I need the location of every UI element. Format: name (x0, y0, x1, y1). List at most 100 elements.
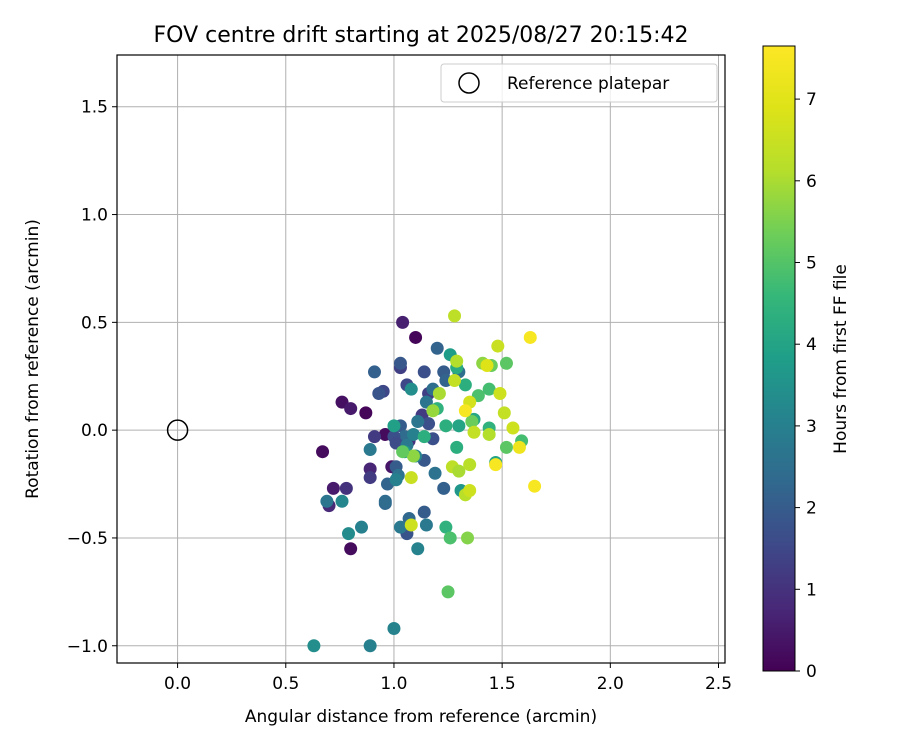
data-point (523, 330, 537, 344)
data-point (422, 417, 436, 431)
colorbar-tick-label: 2 (806, 499, 817, 519)
legend-label-reference: Reference platepar (507, 74, 669, 94)
colorbar-ticks: 0 1 2 3 4 5 6 7 (795, 90, 817, 682)
data-point (393, 356, 407, 370)
data-point (458, 404, 472, 418)
x-tick-label: 2.5 (705, 674, 732, 694)
data-point (443, 531, 457, 545)
data-point (467, 425, 481, 439)
data-point (387, 622, 401, 636)
data-point (448, 309, 462, 323)
data-point (437, 481, 451, 495)
data-point (432, 386, 446, 400)
data-point (359, 406, 373, 420)
reference-platepar-marker (166, 419, 189, 441)
x-tick-label: 0.0 (164, 674, 191, 694)
plot-frame (116, 54, 726, 664)
grid (117, 55, 725, 663)
data-point (506, 421, 520, 435)
data-point (426, 404, 440, 418)
colorbar-tick-label: 3 (806, 417, 817, 437)
y-tick-label: −0.5 (67, 529, 108, 549)
colorbar-tick-label: 4 (806, 335, 817, 355)
data-point (491, 339, 505, 353)
data-point (411, 415, 425, 429)
data-point (482, 382, 496, 396)
data-point (499, 356, 513, 370)
data-point (320, 494, 334, 508)
data-point (450, 440, 464, 454)
data-point (489, 458, 503, 472)
colorbar: 0 1 2 3 4 5 6 7 Hours from first FF file (762, 45, 851, 682)
data-point (499, 440, 513, 454)
legend-marker-reference (458, 72, 480, 94)
data-point (482, 427, 496, 441)
data-point (344, 402, 358, 416)
data-point (417, 365, 431, 379)
data-point (448, 374, 462, 388)
data-point (363, 471, 377, 485)
data-point (458, 378, 472, 392)
data-point (409, 330, 423, 344)
data-point (389, 473, 403, 487)
data-point (363, 639, 377, 653)
data-point (439, 419, 453, 433)
colorbar-tick-label: 6 (806, 172, 817, 192)
colorbar-tick-label: 5 (806, 254, 817, 274)
colorbar-tick-label: 7 (806, 90, 817, 110)
data-point (404, 382, 418, 396)
data-point (411, 542, 425, 556)
data-point (387, 419, 401, 433)
data-point (396, 315, 410, 329)
x-tick-label: 1.0 (380, 674, 407, 694)
data-point (439, 520, 453, 534)
data-point (430, 341, 444, 355)
data-point (512, 440, 526, 454)
data-point (404, 518, 418, 532)
data-point (463, 458, 477, 472)
data-point (339, 481, 353, 495)
y-tick-label: 0.5 (81, 313, 108, 333)
colorbar-gradient (762, 45, 796, 672)
y-axis-label: Rotation from reference (arcmin) (23, 219, 43, 499)
data-point (354, 520, 368, 534)
data-point (417, 430, 431, 444)
x-axis-label: Angular distance from reference (arcmin) (245, 707, 597, 727)
data-point (497, 406, 511, 420)
colorbar-tick-label: 1 (806, 580, 817, 600)
data-point (461, 531, 475, 545)
data-point (463, 484, 477, 498)
data-point (316, 445, 330, 459)
axes: 0.0 0.5 1.0 1.5 2.0 2.5 −1.0 −0.5 0.0 0.5 1.0 1.5 (67, 54, 732, 694)
data-point (452, 419, 466, 433)
data-point (307, 639, 321, 653)
x-tick-label: 0.5 (272, 674, 299, 694)
data-point (344, 542, 358, 556)
y-tick-label: 0.0 (81, 421, 108, 441)
colorbar-tick-label: 0 (806, 662, 817, 682)
legend-box (440, 63, 718, 103)
data-point (378, 494, 392, 508)
data-point (363, 443, 377, 457)
data-point (428, 466, 442, 480)
data-point (342, 527, 356, 541)
chart-title: FOV centre drift starting at 2025/08/27 … (154, 23, 689, 48)
data-point (441, 585, 455, 599)
x-tick-label: 2.0 (597, 674, 624, 694)
data-point (406, 449, 420, 463)
legend: Reference platepar (440, 63, 718, 103)
data-point (372, 386, 386, 400)
data-point (493, 386, 507, 400)
data-points (166, 309, 542, 653)
data-point (465, 415, 479, 429)
data-point (393, 520, 407, 534)
data-point (480, 358, 494, 372)
data-point (367, 365, 381, 379)
data-point (528, 479, 542, 493)
data-point (452, 464, 466, 478)
y-tick-label: −1.0 (67, 637, 108, 657)
colorbar-label: Hours from first FF file (831, 264, 851, 454)
data-point (450, 354, 464, 368)
